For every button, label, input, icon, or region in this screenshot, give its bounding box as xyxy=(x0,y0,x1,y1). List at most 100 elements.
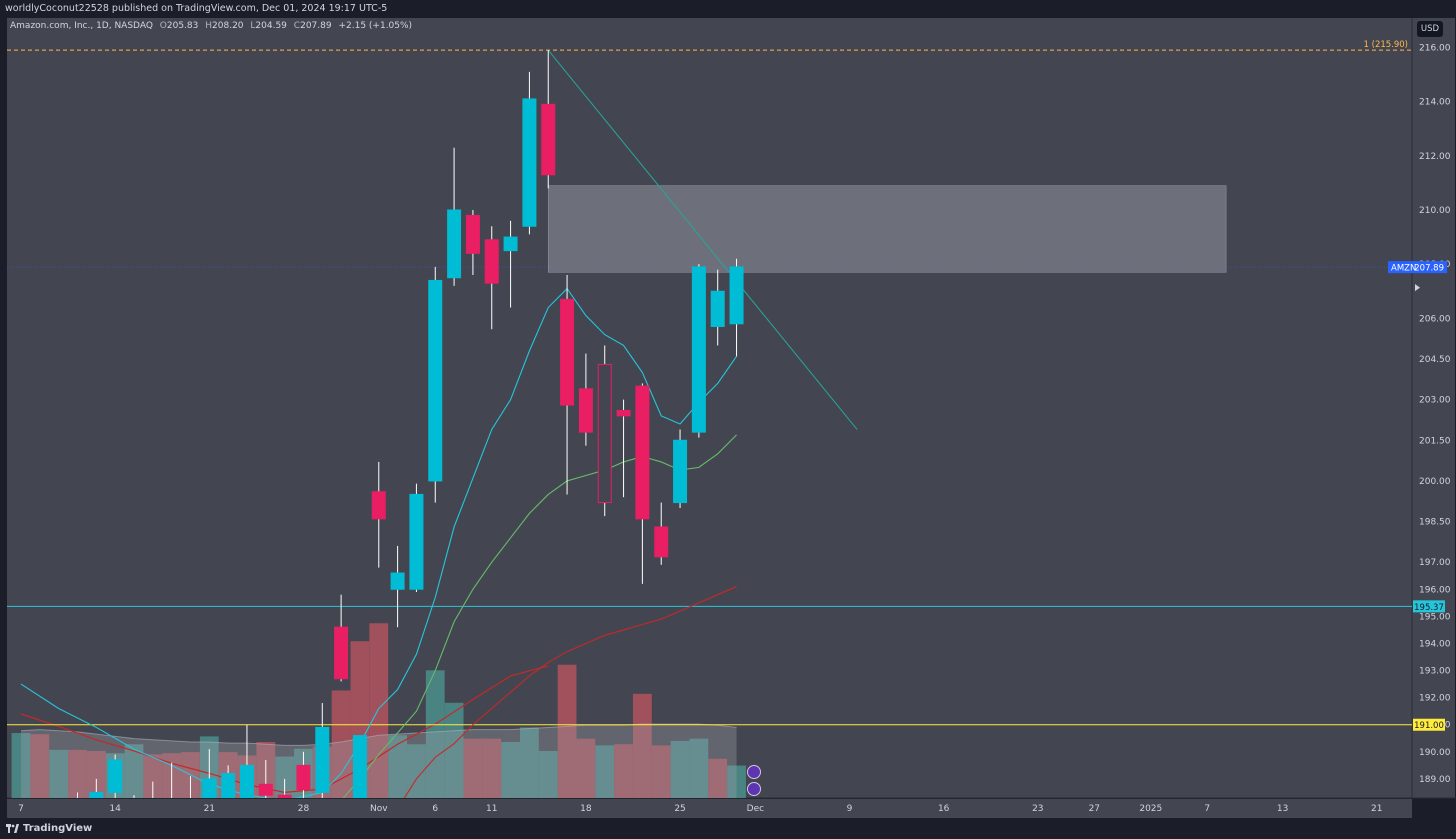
candle-body[interactable] xyxy=(371,491,386,520)
price-tick-label: 214.00 xyxy=(1419,98,1451,108)
time-tick-label: Nov xyxy=(370,804,388,814)
volume-bar xyxy=(331,690,351,798)
open-value: 205.83 xyxy=(166,21,199,31)
time-tick-label: 2025 xyxy=(1139,804,1162,814)
candle-body[interactable] xyxy=(654,526,669,558)
scroll-to-latest-icon[interactable] xyxy=(1415,284,1420,292)
volume-bar xyxy=(501,742,520,798)
candle-body[interactable] xyxy=(691,266,706,433)
price-tick-label: 210.00 xyxy=(1419,206,1451,216)
candle-body[interactable] xyxy=(447,209,462,279)
volume-bar xyxy=(651,745,671,798)
candle-body[interactable] xyxy=(258,783,273,796)
price-tick-label: 190.00 xyxy=(1419,748,1451,758)
volume-bar xyxy=(595,745,615,798)
earnings-marker-icon[interactable] xyxy=(747,765,761,779)
price-tick-label: 204.50 xyxy=(1419,355,1451,365)
time-tick-label: 21 xyxy=(1371,804,1382,814)
volume-bar xyxy=(407,744,426,798)
candle-body[interactable] xyxy=(578,388,593,433)
candle-body[interactable] xyxy=(334,626,349,680)
low-value: 204.59 xyxy=(255,21,287,31)
candle-body[interactable] xyxy=(315,726,330,793)
plot-area[interactable] xyxy=(7,18,1412,798)
candle-body[interactable] xyxy=(560,298,575,406)
candle-body[interactable] xyxy=(635,385,650,520)
candle-body[interactable] xyxy=(465,214,480,254)
open-label: O xyxy=(159,21,167,31)
price-chart[interactable]: 189.00 190.00 191.00 192.00 193.00 194.00 195.… xyxy=(0,18,1456,818)
candle-body[interactable] xyxy=(484,239,499,284)
candle-body[interactable] xyxy=(352,735,367,801)
ma-mid-line xyxy=(342,434,737,798)
candle-body[interactable] xyxy=(390,572,405,590)
candle-body[interactable] xyxy=(729,266,744,325)
volume-bar xyxy=(632,693,652,798)
trend-line[interactable] xyxy=(547,49,858,430)
time-tick-label: 14 xyxy=(109,804,121,814)
time-axis[interactable] xyxy=(7,799,1412,818)
change-value: +2.15 (+1.05%) xyxy=(338,21,413,31)
time-tick-label: 11 xyxy=(486,804,497,814)
time-tick-label: 16 xyxy=(938,804,950,814)
close-value: 207.89 xyxy=(300,21,332,31)
currency-button[interactable]: USD xyxy=(1417,21,1443,37)
level-tag-bg xyxy=(1413,718,1445,731)
time-tick-label: 7 xyxy=(18,804,24,814)
volume-bar xyxy=(143,754,163,798)
volume-bar xyxy=(538,750,558,798)
volume-bar xyxy=(30,734,50,798)
high-value: 208.20 xyxy=(212,21,244,31)
level-label-fib_1: 1 (215.90) xyxy=(1364,40,1408,50)
candle-body[interactable] xyxy=(296,764,311,791)
candle-body[interactable] xyxy=(503,236,518,252)
time-tick-label: 21 xyxy=(204,804,215,814)
price-tick-label: 203.00 xyxy=(1419,396,1451,406)
candle-body[interactable] xyxy=(108,759,123,793)
price-tick-label: 201.50 xyxy=(1419,436,1451,446)
volume-bar xyxy=(727,765,746,798)
volume-bar xyxy=(670,740,690,798)
price-tick-label: 198.50 xyxy=(1419,518,1451,528)
candle-body[interactable] xyxy=(541,103,556,176)
volume-bar xyxy=(689,738,709,798)
time-tick-label: 9 xyxy=(847,804,853,814)
volume-bar xyxy=(275,756,295,798)
dividend-marker-icon[interactable] xyxy=(747,782,761,796)
volume-bar xyxy=(708,758,728,798)
volume-bar xyxy=(444,702,464,798)
volume-bar xyxy=(86,750,106,798)
time-tick-label: 25 xyxy=(674,804,685,814)
candle-body[interactable] xyxy=(522,98,537,227)
volume-bar xyxy=(482,738,502,798)
time-tick-label: 27 xyxy=(1089,804,1100,814)
volume-bar xyxy=(49,749,69,798)
candle-body[interactable] xyxy=(89,791,104,816)
price-tick-label: 197.00 xyxy=(1419,558,1451,568)
price-tick-label: 195.00 xyxy=(1419,612,1451,622)
symbol-legend: Amazon.com, Inc., 1D, NASDAQ O205.83 H20… xyxy=(10,21,412,31)
time-tick-label: 6 xyxy=(432,804,438,814)
candle-body[interactable] xyxy=(428,279,443,482)
volume-bar xyxy=(68,749,87,798)
price-tick-label: 194.00 xyxy=(1419,639,1451,649)
time-tick-label: 13 xyxy=(1277,804,1288,814)
candle-body[interactable] xyxy=(710,290,725,327)
footer-brand: TradingView xyxy=(23,823,93,834)
candle-body[interactable] xyxy=(597,363,612,504)
volume-bar xyxy=(614,744,633,798)
high-label: H xyxy=(205,21,213,31)
price-axis[interactable] xyxy=(1412,18,1455,798)
candle-body[interactable] xyxy=(616,409,631,417)
current-price-value: 207.89 xyxy=(1414,264,1444,274)
candle-body[interactable] xyxy=(239,764,254,814)
supply-zone[interactable] xyxy=(547,185,1227,273)
current-price-tag-bg xyxy=(1388,261,1447,274)
candle-body[interactable] xyxy=(409,493,424,590)
candle-body[interactable] xyxy=(202,778,217,803)
symbol-name: Amazon.com, Inc., 1D, NASDAQ xyxy=(10,21,153,31)
candle-body[interactable] xyxy=(221,772,236,798)
candle-body[interactable] xyxy=(277,794,292,800)
candle-body[interactable] xyxy=(673,439,688,504)
time-tick-label: 23 xyxy=(1032,804,1043,814)
